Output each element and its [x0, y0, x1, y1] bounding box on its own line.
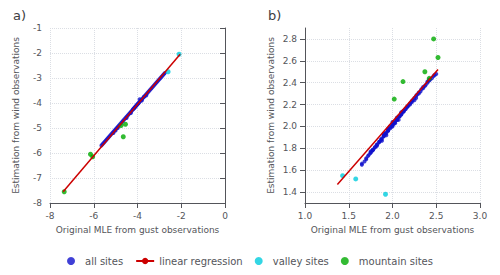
svg-text:all sites: all sites — [85, 256, 123, 267]
svg-text:2.0: 2.0 — [283, 121, 298, 131]
svg-text:1.8: 1.8 — [283, 143, 298, 153]
svg-text:1.6: 1.6 — [283, 165, 298, 175]
svg-text:Original MLE from gust observa: Original MLE from gust observations — [311, 225, 475, 235]
svg-text:-2: -2 — [33, 48, 42, 58]
svg-text:2.2: 2.2 — [283, 100, 297, 110]
svg-text:-6: -6 — [33, 148, 42, 158]
svg-text:-5: -5 — [33, 123, 42, 133]
svg-text:-7: -7 — [33, 173, 42, 183]
svg-text:2.0: 2.0 — [385, 211, 400, 221]
svg-text:1.4: 1.4 — [283, 187, 298, 197]
svg-text:0: 0 — [222, 211, 228, 221]
svg-text:-8: -8 — [33, 198, 42, 208]
svg-text:1.0: 1.0 — [298, 211, 313, 221]
svg-text:Estimation from wind observati: Estimation from wind observations — [11, 37, 21, 194]
svg-text:-4: -4 — [33, 98, 42, 108]
svg-text:2.4: 2.4 — [283, 78, 298, 88]
svg-text:-3: -3 — [33, 73, 42, 83]
svg-text:-2: -2 — [177, 211, 186, 221]
svg-text:-4: -4 — [133, 211, 142, 221]
svg-text:-1: -1 — [33, 23, 42, 33]
svg-text:mountain sites: mountain sites — [359, 256, 433, 267]
svg-text:Estimation from wind observati: Estimation from wind observations — [266, 37, 276, 194]
svg-text:2.5: 2.5 — [429, 211, 443, 221]
svg-text:-8: -8 — [46, 211, 55, 221]
svg-text:a): a) — [13, 8, 26, 23]
svg-text:linear regression: linear regression — [159, 256, 243, 267]
svg-text:3.0: 3.0 — [473, 211, 488, 221]
svg-text:2.6: 2.6 — [283, 56, 298, 66]
svg-text:valley sites: valley sites — [273, 256, 329, 267]
svg-text:-6: -6 — [89, 211, 98, 221]
svg-text:Original MLE from gust observa: Original MLE from gust observations — [56, 225, 220, 235]
svg-text:2.8: 2.8 — [283, 34, 298, 44]
svg-text:1.5: 1.5 — [342, 211, 356, 221]
svg-text:b): b) — [268, 8, 281, 23]
